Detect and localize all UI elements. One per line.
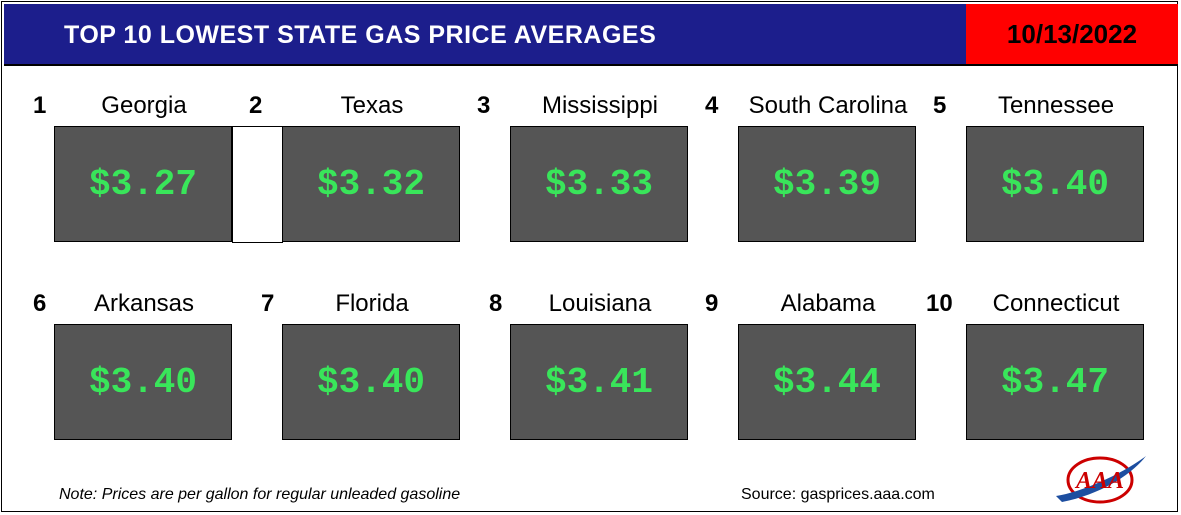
state-name-8: Louisiana	[548, 290, 652, 317]
state-name-10: Connecticut	[992, 290, 1120, 317]
price-box-9: $3.44	[738, 324, 916, 440]
aaa-logo-text: AAA	[1074, 468, 1124, 494]
header-title: TOP 10 LOWEST STATE GAS PRICE AVERAGES	[64, 21, 657, 49]
footnote: Note: Prices are per gallon for regular …	[59, 486, 461, 503]
price-box-5: $3.40	[966, 126, 1144, 242]
state-name-3: Mississippi	[541, 92, 658, 119]
source-credit: Source: gasprices.aaa.com	[741, 486, 935, 503]
price-box-4: $3.39	[738, 126, 916, 242]
rank-1: 1	[33, 92, 47, 119]
rank-3: 3	[477, 92, 491, 119]
spacer-box	[232, 126, 283, 243]
rank-10: 10	[926, 290, 953, 317]
rank-4: 4	[705, 92, 719, 119]
state-name-6: Arkansas	[93, 290, 195, 317]
rank-5: 5	[933, 92, 947, 119]
state-name-9: Alabama	[780, 290, 876, 317]
rank-9: 9	[705, 290, 719, 317]
price-box-6: $3.40	[54, 324, 232, 440]
state-name-5: Tennessee	[997, 92, 1115, 119]
price-box-10: $3.47	[966, 324, 1144, 440]
price-box-8: $3.41	[510, 324, 688, 440]
state-name-2: Texas	[340, 92, 404, 119]
rank-8: 8	[489, 290, 503, 317]
state-name-7: Florida	[335, 290, 409, 317]
header-date: 10/13/2022	[966, 4, 1178, 66]
price-box-2: $3.32	[282, 126, 460, 242]
aaa-logo-icon: AAA	[1056, 456, 1146, 504]
price-box-1: $3.27	[54, 126, 232, 242]
rank-2: 2	[249, 92, 263, 119]
state-name-4: South Carolina	[748, 92, 908, 119]
rank-6: 6	[33, 290, 47, 317]
price-box-7: $3.40	[282, 324, 460, 440]
rank-7: 7	[261, 290, 275, 317]
price-box-3: $3.33	[510, 126, 688, 242]
state-name-1: Georgia	[101, 92, 187, 119]
